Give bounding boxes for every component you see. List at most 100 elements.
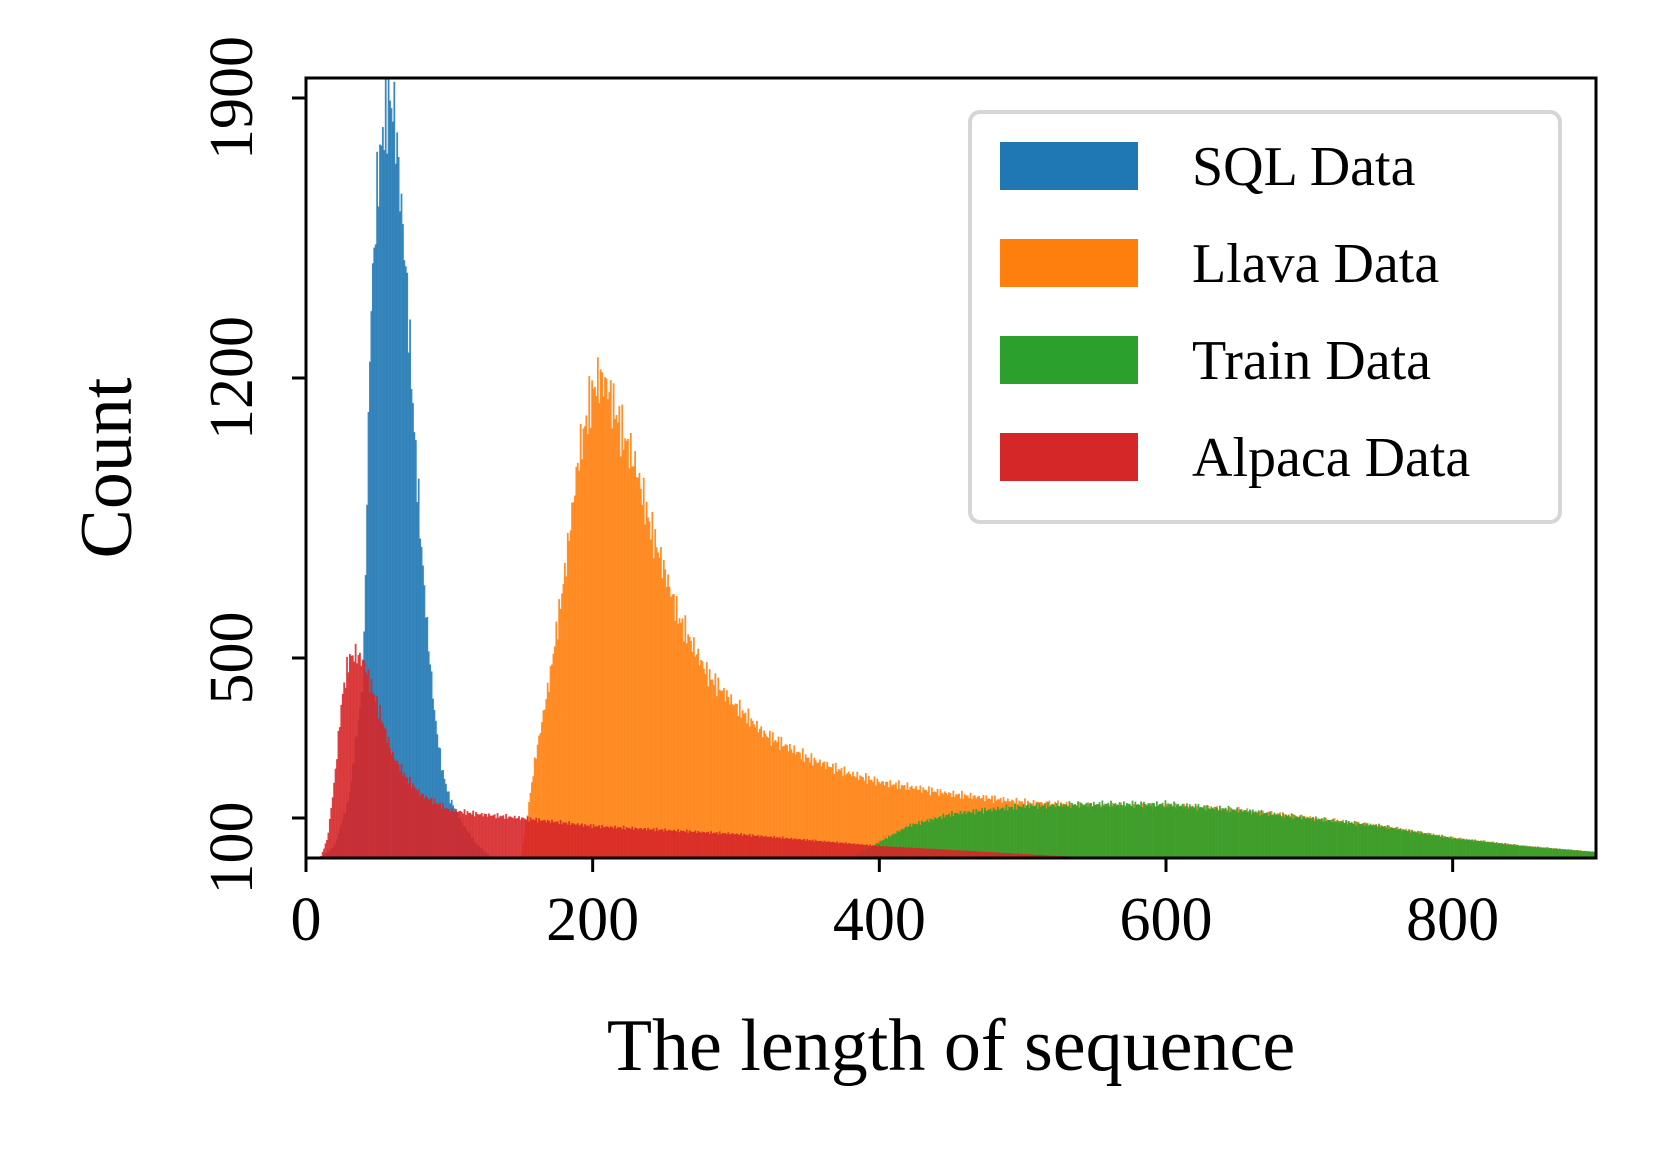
histogram-bar (998, 809, 1001, 858)
histogram-bar (727, 696, 730, 858)
histogram-bar (938, 816, 940, 858)
histogram-bar (1303, 816, 1306, 858)
histogram-bar (942, 813, 945, 858)
histogram-bar (728, 834, 731, 858)
histogram-bar (584, 426, 586, 858)
histogram-bar (1032, 854, 1035, 858)
histogram-bar (969, 812, 972, 858)
histogram-bar (1567, 849, 1570, 858)
histogram-bar (381, 723, 384, 858)
histogram-bar (1312, 817, 1314, 858)
histogram-bar (1452, 837, 1455, 858)
histogram-bar (1055, 803, 1058, 858)
histogram-bar (899, 788, 902, 858)
histogram-bar (376, 696, 379, 858)
histogram-bar (1097, 804, 1099, 858)
histogram-bar (383, 150, 386, 858)
histogram-bar (710, 831, 712, 858)
histogram-bar (1134, 801, 1137, 858)
histogram-bar (654, 831, 657, 858)
series-alpaca-data (320, 643, 1095, 858)
histogram-bar (1335, 821, 1337, 858)
legend-entries: SQL Data Llava Data Train Data Alpaca Data (1000, 136, 1470, 489)
histogram-bar (799, 839, 801, 858)
histogram-bar (667, 830, 669, 858)
histogram-bar (857, 779, 860, 858)
histogram-bar (622, 449, 625, 858)
histogram-bar (875, 845, 877, 858)
histogram-bar (589, 824, 592, 858)
histogram-bar (1114, 802, 1117, 858)
histogram-bar (976, 811, 979, 858)
histogram-bar (733, 705, 735, 858)
histogram-bar (1206, 805, 1208, 858)
histogram-bar (1087, 806, 1089, 858)
histogram-bar (910, 847, 913, 858)
histogram-bar (1498, 843, 1501, 858)
histogram-bar (1138, 804, 1141, 858)
histogram-bar (865, 773, 867, 858)
histogram-bar (824, 769, 827, 858)
histogram-bar (443, 808, 446, 858)
histogram-bar (539, 820, 542, 858)
histogram-bar (799, 752, 801, 858)
histogram-bar (968, 811, 970, 858)
histogram-bar (1456, 838, 1459, 858)
histogram-bar (607, 826, 609, 858)
histogram-bar (806, 839, 809, 858)
histogram-bar (549, 666, 552, 858)
histogram-bar (1219, 805, 1221, 858)
histogram-bar (813, 841, 816, 858)
histogram-bar (1441, 834, 1443, 858)
histogram-bar (1317, 818, 1320, 858)
legend-swatch (1000, 239, 1138, 287)
histogram-bar (919, 825, 922, 858)
histogram-bar (409, 776, 411, 858)
histogram-bar (1465, 838, 1468, 858)
histogram-bar (538, 735, 540, 858)
histogram-bar (470, 814, 473, 858)
histogram-bar (674, 830, 677, 858)
histogram-bar (1454, 838, 1456, 858)
histogram-bar (961, 850, 963, 858)
histogram-bar (746, 723, 748, 858)
histogram-bar (1489, 842, 1492, 858)
histogram-bar (983, 851, 986, 858)
histogram-bar (668, 586, 671, 858)
histogram-bar (493, 814, 496, 858)
histogram-bar (1035, 803, 1038, 858)
histogram-bar (963, 851, 966, 858)
histogram-bar (627, 438, 629, 858)
histogram-bar (973, 814, 976, 858)
histogram-bar (1160, 803, 1163, 858)
histogram-bar (1021, 806, 1024, 858)
histogram-bar (510, 817, 513, 858)
legend-swatch (1000, 142, 1138, 190)
histogram-bar (804, 840, 807, 858)
histogram-bar (1399, 828, 1402, 858)
x-axis-ticks: 0 200 400 600 800 (291, 858, 1499, 954)
histogram-bar (783, 745, 786, 858)
histogram-bar (718, 831, 721, 858)
histogram-bar (680, 622, 682, 858)
histogram-bar (1580, 850, 1583, 858)
histogram-bar (1520, 845, 1522, 858)
histogram-bar (1256, 812, 1259, 858)
histogram-bar (450, 808, 453, 858)
x-tick-label: 600 (1120, 886, 1213, 954)
histogram-bar (1068, 801, 1071, 858)
histogram-bar (1591, 851, 1594, 858)
histogram-bar (572, 823, 575, 858)
histogram-bar (442, 803, 444, 858)
histogram-bar (485, 814, 487, 858)
histogram-bar (539, 732, 542, 858)
histogram-bar (1080, 802, 1082, 858)
histogram-bar (602, 827, 605, 858)
histogram-bar (661, 578, 664, 858)
histogram-bar (1085, 802, 1088, 858)
histogram-bar (592, 388, 595, 858)
histogram-bar (1389, 827, 1392, 858)
histogram-bar (586, 434, 589, 858)
histogram-bar (621, 404, 624, 858)
